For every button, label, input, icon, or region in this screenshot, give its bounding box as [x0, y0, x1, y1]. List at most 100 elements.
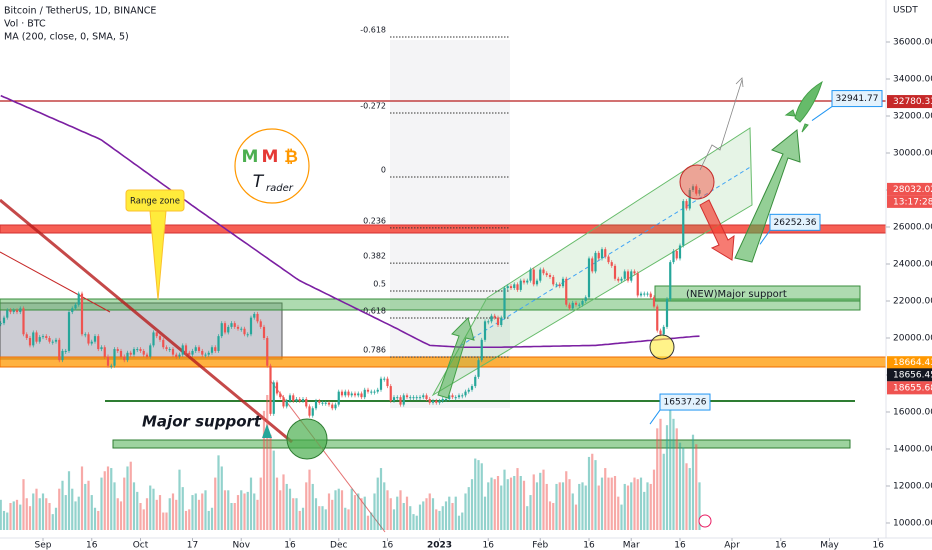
candle [207, 352, 210, 355]
price-tag-label: 18656.45 [893, 370, 932, 380]
candle [688, 189, 691, 209]
volume-bar [305, 482, 308, 530]
x-tick-label: Mar [623, 541, 640, 550]
volume-bar [132, 482, 136, 530]
candle [350, 393, 353, 396]
volume-bar [656, 428, 659, 530]
volume-bar [288, 488, 292, 530]
volume-bar [64, 495, 67, 530]
volume-bar [93, 507, 97, 530]
candle [607, 256, 610, 263]
volume-bar [529, 495, 532, 530]
candle [422, 395, 425, 398]
candle [0, 323, 2, 325]
volume-bar [32, 493, 35, 530]
volume-bar [389, 498, 392, 530]
volume-bar [425, 498, 428, 530]
candle [116, 349, 119, 351]
volume-bar [236, 495, 240, 530]
rocket [784, 80, 823, 133]
volume-bar [269, 434, 272, 530]
candle [344, 391, 347, 396]
candle [259, 321, 262, 327]
volume-bar [61, 480, 64, 530]
volume-bar [539, 472, 542, 530]
volume-bar [77, 496, 80, 530]
candle [565, 278, 568, 305]
volume-bar [350, 488, 353, 530]
candle [454, 397, 457, 399]
volume-bar [168, 498, 171, 530]
candle [682, 201, 685, 246]
volume-bar [100, 477, 103, 530]
volume-bar [379, 468, 383, 530]
volume-bar [259, 477, 262, 530]
orange-zone [0, 356, 887, 368]
x-tick-label: 16 [284, 541, 296, 550]
y-tick-label: 30000.00 [893, 148, 932, 158]
callout-pointer [811, 106, 833, 121]
candle [168, 349, 171, 351]
candle [184, 345, 188, 353]
candle [67, 312, 71, 351]
volume-bar [334, 490, 337, 530]
volume-bar [643, 491, 646, 530]
candle [428, 399, 431, 403]
volume-bar [415, 515, 418, 530]
x-tick-label: 16 [873, 541, 885, 550]
volume-bar [630, 482, 633, 530]
candle [80, 293, 84, 335]
candle [448, 395, 451, 400]
candle [210, 347, 214, 353]
volume-bar [396, 496, 399, 530]
fib-label: -0.618 [360, 25, 386, 34]
volume-bar [171, 493, 175, 530]
y-tick-label: 16000.00 [893, 407, 932, 417]
candle [110, 365, 113, 367]
x-tick-label: Feb [532, 541, 548, 550]
logo-rader: rader [266, 183, 294, 194]
candle [561, 278, 565, 287]
candle [347, 391, 350, 396]
candle [675, 251, 678, 259]
volume-bar [298, 510, 301, 530]
volume-bar [574, 504, 578, 530]
candle [129, 352, 132, 355]
volume-bar [253, 493, 256, 530]
candle [555, 284, 558, 286]
y-tick-label: 12000.00 [893, 481, 932, 491]
price-tag [887, 368, 932, 382]
y-tick-label: 10000.00 [893, 518, 932, 528]
volume-bar [136, 491, 139, 530]
volume-bar [210, 507, 214, 530]
candle [249, 317, 253, 335]
candle [38, 337, 41, 342]
volume-bar [12, 501, 15, 530]
candle [327, 402, 331, 405]
new-support-box [654, 285, 861, 302]
y-tick-label: 20000.00 [893, 333, 932, 343]
candle [539, 269, 542, 281]
callout-box [831, 90, 883, 108]
volume-bar [340, 490, 344, 530]
volume-bar [571, 493, 574, 530]
x-tick-label: 16 [86, 541, 98, 550]
volume-bar [214, 477, 217, 530]
volume-bar [480, 463, 483, 530]
candle [545, 273, 548, 276]
y-tick-label: 26000.00 [893, 222, 932, 232]
candle [314, 400, 318, 409]
fib-label: 0.236 [363, 216, 386, 225]
volume-bar [591, 453, 594, 530]
candle [311, 408, 314, 416]
big-green-arrow [734, 129, 801, 263]
volume-bar [25, 498, 28, 530]
candle [54, 339, 58, 342]
volume-bar [688, 468, 691, 530]
candle [477, 360, 480, 377]
volume-bar [363, 496, 366, 530]
x-tick-label: Nov [232, 541, 250, 550]
candle [71, 308, 74, 313]
volume-bar [357, 493, 360, 530]
candle [230, 323, 233, 327]
